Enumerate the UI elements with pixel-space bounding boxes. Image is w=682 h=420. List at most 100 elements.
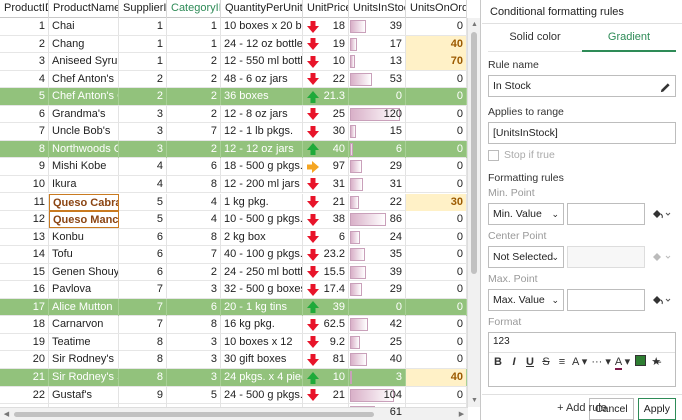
column-header-categoryid[interactable]: CategoryID	[167, 0, 221, 18]
cell-supplierid[interactable]: 1	[119, 18, 167, 35]
cell-unitsonorder[interactable]: 0	[406, 175, 467, 193]
cell-productname[interactable]: Aniseed Syrup	[49, 53, 119, 71]
cell-categoryid[interactable]: 8	[167, 175, 221, 193]
cell-unitsonorder[interactable]: 0	[406, 228, 467, 246]
cell-productname[interactable]: Carnarvon	[49, 316, 119, 334]
cell-unitsonorder[interactable]: 30	[406, 193, 467, 211]
table-row[interactable]: 18 Carnarvon 7 8 16 kg pkg. 62.5 42 0	[0, 316, 467, 334]
table-row[interactable]: 17 Alice Mutton 7 6 20 - 1 kg tins 39 0 0	[0, 298, 467, 317]
cell-productname[interactable]: Northwoods Cr	[49, 140, 119, 158]
cell-supplierid[interactable]: 1	[119, 53, 167, 71]
cell-categoryid[interactable]: 7	[167, 246, 221, 264]
cell-quantityperunit[interactable]: 40 - 100 g pkgs.	[221, 246, 303, 264]
cell-unitprice[interactable]: 97	[303, 158, 349, 176]
table-row[interactable]: 14 Tofu 6 7 40 - 100 g pkgs. 23.2 35 0	[0, 246, 467, 264]
horizontal-scroll-thumb[interactable]	[14, 412, 374, 417]
cell-unitsonorder[interactable]: 0	[406, 316, 467, 334]
cell-unitprice[interactable]: 21.3	[303, 88, 349, 106]
cell-productname[interactable]: Gustaf's	[49, 386, 119, 404]
cell-unitprice[interactable]: 40	[303, 140, 349, 158]
cell-unitsinstock[interactable]: 31	[349, 175, 406, 193]
column-header-productname[interactable]: ProductName	[49, 0, 119, 18]
cell-supplierid[interactable]: 3	[119, 123, 167, 141]
table-row[interactable]: 16 Pavlova 7 3 32 - 500 g boxes 17.4 29 0	[0, 281, 467, 299]
cell-supplierid[interactable]: 6	[119, 246, 167, 264]
cell-unitsonorder[interactable]: 0	[406, 211, 467, 229]
format-editor[interactable]: 123 B I U S ≡ A ▾ ··· ▾ A ▾ ★̶	[488, 332, 676, 387]
table-row[interactable]: 19 Teatime 8 3 10 boxes x 12 9.2 25 0	[0, 333, 467, 352]
cell-unitsonorder[interactable]: 0	[406, 386, 467, 404]
cell-unitsonorder[interactable]: 0	[406, 88, 467, 106]
cell-unitprice[interactable]: 23.2	[303, 246, 349, 264]
cell-productid[interactable]: 22	[0, 386, 49, 404]
cell-unitsinstock[interactable]: 15	[349, 123, 406, 141]
cell-supplierid[interactable]: 3	[119, 140, 167, 158]
cell-unitsinstock[interactable]: 39	[349, 263, 406, 281]
cell-unitprice[interactable]: 10	[303, 369, 349, 386]
cell-unitsinstock[interactable]: 24	[349, 228, 406, 246]
add-rule-button[interactable]: + Add rule	[482, 394, 682, 420]
cell-unitprice[interactable]: 21	[303, 386, 349, 404]
cell-unitsonorder[interactable]: 40	[406, 35, 467, 53]
cell-quantityperunit[interactable]: 12 - 1 lb pkgs.	[221, 123, 303, 141]
min-fill-color-button[interactable]	[651, 208, 671, 220]
cell-productname[interactable]: Genen Shouyu	[49, 263, 119, 281]
cell-productid[interactable]: 16	[0, 281, 49, 299]
cell-supplierid[interactable]: 5	[119, 193, 167, 211]
cell-unitsinstock[interactable]: 42	[349, 316, 406, 334]
cell-unitsonorder[interactable]: 0	[406, 351, 467, 369]
align-icon[interactable]: ≡	[558, 356, 566, 368]
cell-quantityperunit[interactable]: 10 - 500 g pkgs.	[221, 211, 303, 229]
cell-unitsonorder[interactable]: 40	[406, 369, 467, 386]
cell-productid[interactable]: 13	[0, 228, 49, 246]
cell-unitsinstock[interactable]: 3	[349, 369, 406, 386]
cell-categoryid[interactable]: 3	[167, 369, 221, 386]
table-row[interactable]: 7 Uncle Bob's 3 7 12 - 1 lb pkgs. 30 15 0	[0, 123, 467, 141]
cell-quantityperunit[interactable]: 20 - 1 kg tins	[221, 298, 303, 316]
table-row[interactable]: 9 Mishi Kobe 4 6 18 - 500 g pkgs. 97 29 0	[0, 158, 467, 176]
cell-categoryid[interactable]: 1	[167, 18, 221, 35]
cell-quantityperunit[interactable]: 10 boxes x 12	[221, 333, 303, 351]
cell-unitsinstock[interactable]: 0	[349, 298, 406, 316]
cell-supplierid[interactable]: 8	[119, 369, 167, 386]
cell-categoryid[interactable]: 2	[167, 140, 221, 158]
cell-quantityperunit[interactable]: 1 kg pkg.	[221, 193, 303, 211]
font-family-icon[interactable]: ··· ▾	[591, 356, 611, 368]
cell-unitsinstock[interactable]: 53	[349, 70, 406, 88]
cell-quantityperunit[interactable]: 10 boxes x 20 bags	[221, 18, 303, 35]
table-row[interactable]: 13 Konbu 6 8 2 kg box 6 24 0	[0, 228, 467, 247]
cell-productname[interactable]: Sir Rodney's	[49, 351, 119, 369]
cell-productname[interactable]: Chai	[49, 18, 119, 35]
cell-supplierid[interactable]: 2	[119, 70, 167, 88]
cell-categoryid[interactable]: 3	[167, 333, 221, 351]
cell-productname[interactable]: Tofu	[49, 246, 119, 264]
cell-supplierid[interactable]: 4	[119, 175, 167, 193]
cell-productid[interactable]: 17	[0, 298, 49, 316]
cell-unitprice[interactable]: 21	[303, 193, 349, 211]
scroll-right-icon[interactable]: ▶	[458, 411, 465, 418]
cell-unitsinstock[interactable]: 29	[349, 281, 406, 299]
cell-quantityperunit[interactable]: 30 gift boxes	[221, 351, 303, 369]
column-header-unitprice[interactable]: UnitPrice	[303, 0, 349, 18]
cell-quantityperunit[interactable]: 48 - 6 oz jars	[221, 70, 303, 88]
cell-unitsonorder[interactable]: 0	[406, 70, 467, 88]
cell-categoryid[interactable]: 2	[167, 53, 221, 71]
cell-productname[interactable]: Mishi Kobe	[49, 158, 119, 176]
cell-quantityperunit[interactable]: 24 - 500 g pkgs.	[221, 386, 303, 404]
cell-quantityperunit[interactable]: 2 kg box	[221, 228, 303, 246]
cell-productname[interactable]: Chef Anton's	[49, 70, 119, 88]
cell-supplierid[interactable]: 2	[119, 88, 167, 106]
rule-name-field[interactable]: In Stock	[488, 75, 676, 97]
cell-productid[interactable]: 12	[0, 211, 49, 229]
cell-productid[interactable]: 18	[0, 316, 49, 334]
cell-categoryid[interactable]: 2	[167, 70, 221, 88]
cell-unitprice[interactable]: 62.5	[303, 316, 349, 334]
vertical-scroll-thumb[interactable]	[471, 32, 477, 274]
cell-unitsinstock[interactable]: 29	[349, 158, 406, 176]
cell-unitsonorder[interactable]: 0	[406, 298, 467, 316]
cell-unitsinstock[interactable]: 120	[349, 105, 406, 123]
min-point-select[interactable]: Min. Value ⌄	[488, 203, 564, 225]
